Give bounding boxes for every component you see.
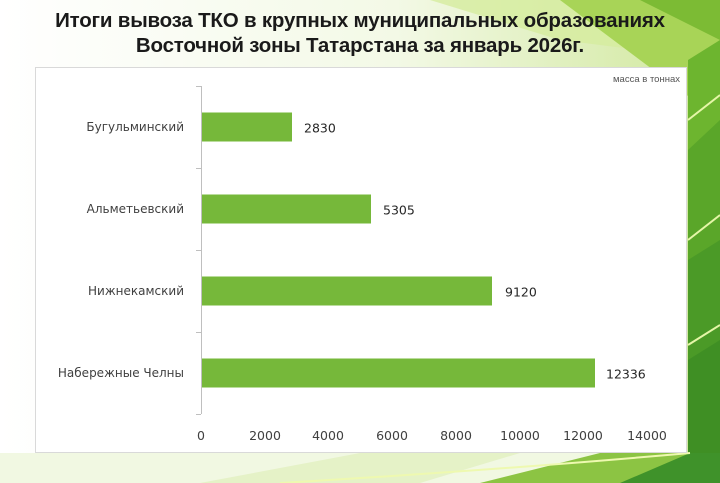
y-axis-tick (196, 250, 201, 251)
value-label: 12336 (606, 366, 646, 382)
x-tick-label: 10000 (500, 428, 540, 443)
x-tick-label: 4000 (312, 428, 344, 443)
value-label: 9120 (505, 284, 537, 300)
value-label: 5305 (383, 202, 415, 218)
x-tick-label: 0 (197, 428, 205, 443)
y-axis-tick (196, 414, 201, 415)
x-tick-label: 12000 (563, 428, 603, 443)
y-axis-tick (196, 168, 201, 169)
chart-panel: масса в тоннах Бугульминский 2830 Альмет… (35, 67, 687, 453)
bar-nizhnekamsky (202, 276, 492, 306)
y-axis-tick (196, 332, 201, 333)
chart-title-line-1: Итоги вывоза ТКО в крупных муниципальных… (55, 9, 665, 32)
category-label: Альметьевский (86, 202, 184, 216)
value-label: 2830 (304, 120, 336, 136)
unit-label: масса в тоннах (613, 74, 680, 85)
bar-almetyevsky (202, 194, 371, 224)
y-axis-line (201, 86, 202, 414)
category-label: Нижнекамский (88, 284, 184, 298)
category-label: Набережные Челны (57, 366, 184, 380)
bar-bugulminsky (202, 112, 292, 142)
x-tick-label: 6000 (376, 428, 408, 443)
x-tick-label: 8000 (440, 428, 472, 443)
y-axis-tick (196, 86, 201, 87)
chart-title-line-2: Восточной зоны Татарстана за январь 2026… (135, 34, 585, 57)
bar-naberezhnye-chelny (202, 358, 595, 388)
chart-title: Итоги вывоза ТКО в крупных муниципальных… (0, 8, 720, 58)
category-label: Бугульминский (86, 120, 184, 134)
x-tick-label: 2000 (249, 428, 281, 443)
x-tick-label: 14000 (627, 428, 667, 443)
